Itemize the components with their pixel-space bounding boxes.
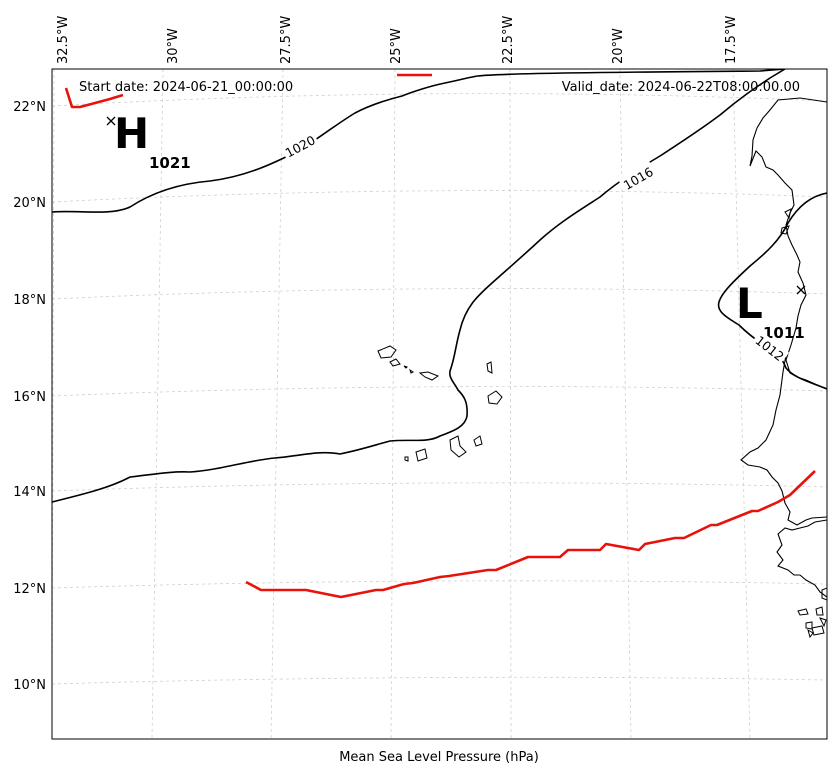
track-south bbox=[245, 470, 816, 599]
bissagos-islands bbox=[797, 587, 827, 639]
contour-labels: 1020 1016 1012 bbox=[279, 128, 790, 365]
lon-label-17-5w: 17.5°W bbox=[724, 16, 739, 64]
start-date: Start date: 2024-06-21_00:00:00 bbox=[79, 80, 293, 95]
lat-label-20n: 20°N bbox=[13, 196, 46, 211]
lon-label-20w: 20°W bbox=[611, 28, 626, 64]
meridian-20w bbox=[619, 69, 632, 739]
coastline-africa bbox=[740, 97, 827, 598]
parallel-12n bbox=[52, 580, 827, 589]
low-value: 1011 bbox=[763, 324, 805, 342]
meridian-27-5w bbox=[270, 69, 284, 739]
longitude-labels: 32.5°W 30°W 27.5°W 25°W 22.5°W 20°W 17.5… bbox=[56, 16, 739, 64]
parallel-10n bbox=[52, 676, 827, 685]
meridian-25w bbox=[390, 69, 396, 739]
isobars bbox=[52, 69, 827, 503]
cape-verde-islands bbox=[377, 345, 503, 462]
track-north bbox=[64, 87, 124, 109]
high-center-marker bbox=[106, 116, 116, 126]
map-frame bbox=[51, 68, 828, 740]
lon-label-27-5w: 27.5°W bbox=[279, 16, 294, 64]
lat-label-22n: 22°N bbox=[13, 100, 46, 115]
meridian-17-5w bbox=[732, 69, 751, 739]
lat-label-16n: 16°N bbox=[13, 390, 46, 405]
lon-label-30w: 30°W bbox=[166, 28, 181, 64]
graticule bbox=[52, 69, 827, 739]
lat-label-18n: 18°N bbox=[13, 293, 46, 308]
isobar-1020 bbox=[52, 69, 786, 213]
low-center-marker bbox=[796, 285, 806, 295]
high-value: 1021 bbox=[149, 154, 191, 172]
valid-date: Valid_date: 2024-06-22T08:00:00.00 bbox=[562, 80, 800, 95]
parallel-18n bbox=[52, 288, 827, 300]
low-letter: L bbox=[736, 279, 763, 328]
x-axis-label: Mean Sea Level Pressure (hPa) bbox=[339, 750, 539, 765]
lat-label-10n: 10°N bbox=[13, 678, 46, 693]
parallel-16n bbox=[52, 386, 827, 397]
lon-label-32-5w: 32.5°W bbox=[56, 16, 71, 64]
pressure-centers bbox=[106, 116, 806, 295]
latitude-labels: 22°N 20°N 18°N 16°N 14°N 12°N 10°N bbox=[13, 100, 46, 693]
meridian-22-5w bbox=[509, 69, 512, 739]
lon-label-22-5w: 22.5°W bbox=[501, 16, 516, 64]
isobar-1012 bbox=[717, 192, 827, 390]
parallel-20n bbox=[52, 190, 827, 203]
meridian-30w bbox=[151, 69, 164, 739]
high-letter: H bbox=[114, 109, 149, 158]
parallel-14n bbox=[52, 482, 827, 492]
isobar-1016 bbox=[52, 69, 786, 503]
lat-label-12n: 12°N bbox=[13, 582, 46, 597]
storm-track bbox=[64, 73, 816, 599]
parallel-22n bbox=[52, 93, 827, 107]
lat-label-14n: 14°N bbox=[13, 485, 46, 500]
lon-label-25w: 25°W bbox=[389, 28, 404, 64]
